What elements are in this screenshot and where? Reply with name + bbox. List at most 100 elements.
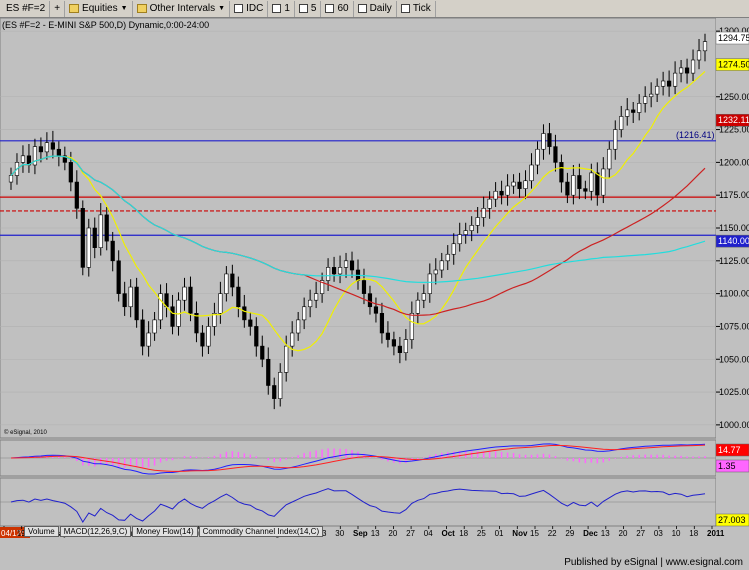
chart-area[interactable]: 1000.00 1025.00 1050.00 1075.00 1100.00 1125.… <box>0 18 749 556</box>
candle-body <box>248 319 253 327</box>
candle-body <box>254 326 259 347</box>
x-axis-label: 30 <box>335 529 344 538</box>
x-axis-label: 18 <box>689 529 698 538</box>
candle-body <box>320 280 325 294</box>
equities-dropdown[interactable]: Equities ▼ <box>65 0 133 17</box>
candle-body <box>236 286 241 308</box>
interval-5-button[interactable]: 5 <box>295 0 322 17</box>
candle-body <box>98 214 103 248</box>
tick-button[interactable]: Tick <box>397 0 436 17</box>
price-flag-bg <box>715 234 749 248</box>
candle-body <box>260 345 265 360</box>
candle-body <box>50 142 55 150</box>
candle-body <box>80 208 85 268</box>
indicator-tab[interactable]: Commodity Channel Index(14,C) <box>198 526 324 537</box>
macd-flag-bg <box>715 459 749 473</box>
plus-icon: + <box>54 3 61 14</box>
candle-body <box>314 293 319 301</box>
candle-body <box>134 286 139 321</box>
price-tick-label: 1100.00 <box>719 289 749 299</box>
candle-body <box>56 148 61 157</box>
macd-line <box>10 443 706 475</box>
candle-body <box>373 306 379 314</box>
candle-body <box>571 175 576 196</box>
candle-body <box>595 172 600 196</box>
checkbox-icon <box>298 4 308 13</box>
candle-body <box>475 217 480 226</box>
candle-body <box>122 293 127 308</box>
price-flag: 1232.11 <box>718 115 749 125</box>
add-button[interactable]: + <box>50 0 66 17</box>
x-axis-label: 15 <box>530 529 539 538</box>
candle-body <box>643 96 648 104</box>
x-axis-label: Nov <box>512 529 528 538</box>
candle-body <box>445 253 450 262</box>
candle-body <box>194 313 199 334</box>
candle-body <box>224 273 229 294</box>
candle-body <box>272 385 277 399</box>
candle-body <box>140 319 145 347</box>
candle-body <box>62 155 67 163</box>
candle-body <box>379 313 385 334</box>
x-axis-label: 20 <box>619 529 628 538</box>
candle-body <box>343 260 349 268</box>
interval-60-label: 60 <box>337 3 349 14</box>
macd-flag: 1.35 <box>718 461 736 471</box>
candle-body <box>487 198 492 209</box>
indicator-tab[interactable]: Money Flow(14) <box>132 526 198 537</box>
x-axis-label: 22 <box>548 529 557 538</box>
candle-body <box>20 155 26 163</box>
chevron-down-icon: ▼ <box>218 5 226 12</box>
candle-body <box>667 80 672 87</box>
candle-body <box>110 240 115 262</box>
folder-icon <box>69 4 80 13</box>
interval-1-button[interactable]: 1 <box>268 0 295 17</box>
candle-body <box>547 133 552 147</box>
checkbox-icon <box>357 4 367 13</box>
macd-flag: 14.77 <box>718 445 741 455</box>
idc-button[interactable]: IDC <box>230 0 269 17</box>
candle-body <box>218 293 223 314</box>
candle-body <box>493 190 498 200</box>
candle-body <box>433 269 438 275</box>
toolbar: ES #F=2 + Equities ▼ Other Intervals ▼ IDC… <box>0 0 749 18</box>
candle-body <box>8 175 14 183</box>
candle-body <box>678 67 684 74</box>
x-axis-label: 25 <box>477 529 486 538</box>
daily-button[interactable]: Daily <box>354 0 397 17</box>
symbol-label: ES #F=2 <box>6 3 46 14</box>
x-axis-date-flag <box>0 527 30 538</box>
annotation-label: (1216.41) <box>676 130 715 140</box>
candle-body <box>188 286 193 314</box>
candle-body <box>104 214 109 242</box>
candle-body <box>367 293 373 308</box>
price-flag-bg <box>715 31 749 45</box>
price-tick-label: 1150.00 <box>719 223 749 233</box>
candle-body <box>577 175 582 189</box>
candle-body <box>672 72 678 87</box>
candle-body <box>499 190 504 196</box>
candle-body <box>337 267 343 275</box>
indicator-tab[interactable]: MACD(12,26,9,C) <box>59 526 132 537</box>
price-tick-label: 1300.00 <box>719 26 749 36</box>
candle-body <box>296 319 301 334</box>
symbol-box[interactable]: ES #F=2 <box>2 0 51 17</box>
candle-body <box>702 41 708 52</box>
interval-60-button[interactable]: 60 <box>321 0 354 17</box>
candle-body <box>463 230 468 235</box>
watermark: © eSignal, 2010 <box>4 429 47 436</box>
macd-flag-bg <box>715 443 749 457</box>
footer: Published by eSignal | www.esignal.com <box>0 556 749 570</box>
chevron-down-icon: ▼ <box>120 5 128 12</box>
candle-body <box>212 313 217 327</box>
candle-body <box>517 181 522 189</box>
idc-label: IDC <box>246 3 264 14</box>
candle-body <box>523 180 528 189</box>
indicator-tab[interactable]: Volume <box>24 526 59 537</box>
other-intervals-dropdown[interactable]: Other Intervals ▼ <box>133 0 231 17</box>
candle-body <box>146 332 151 347</box>
price-tick-label: 1050.00 <box>719 354 749 364</box>
price-flag: 1294.75 <box>718 33 749 43</box>
price-tick-label: 1025.00 <box>719 387 749 397</box>
candle-body <box>415 299 420 314</box>
